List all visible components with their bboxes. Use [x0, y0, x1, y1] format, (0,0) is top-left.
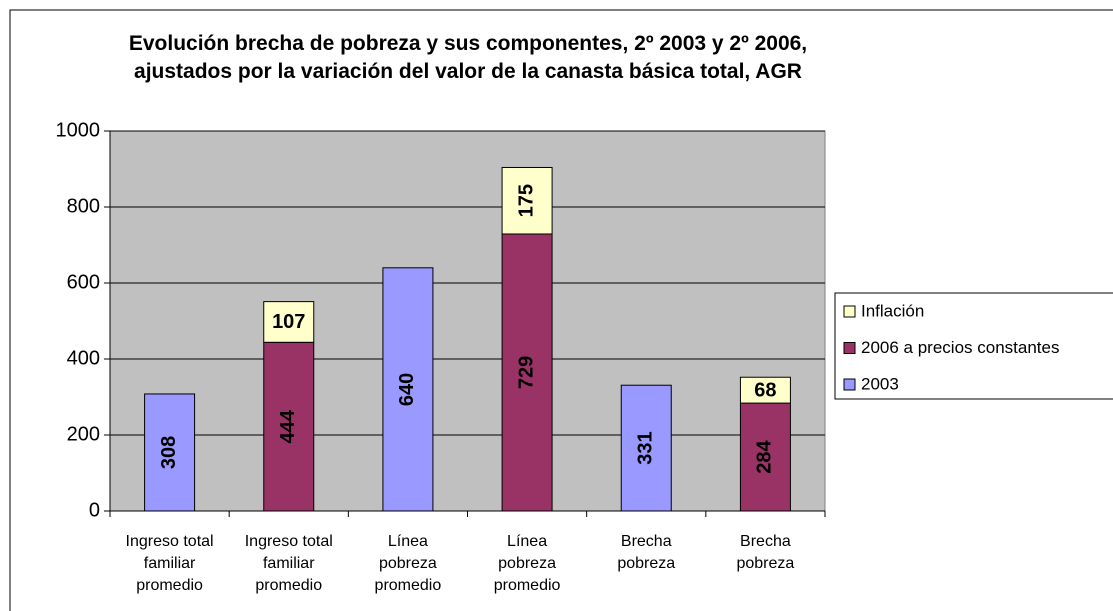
legend-label: 2003 [861, 374, 899, 393]
x-tick-label: Brecha pobreza [617, 533, 676, 572]
x-tick-label: Brecha pobreza [736, 533, 795, 572]
value-label: 444 [277, 409, 299, 443]
bar-segment [263, 301, 315, 343]
x-tick-label: Ingreso total familiar promedio [125, 533, 214, 594]
value-label: 331 [635, 431, 657, 464]
value-label: 308 [158, 436, 180, 469]
y-tick-label: 600 [67, 271, 100, 293]
legend-label: Inflación [861, 301, 924, 320]
value-label: 729 [515, 356, 537, 389]
chart-title: ajustados por la variación del valor de … [134, 60, 802, 83]
x-tick-label: Línea pobreza promedio [493, 533, 561, 594]
bar-segment [739, 376, 791, 404]
x-tick-label: Ingreso total familiar promedio [244, 533, 333, 594]
y-tick-label: 400 [67, 347, 100, 369]
bar-segment [144, 393, 196, 512]
value-label: 68 [754, 379, 776, 401]
y-tick-label: 0 [89, 499, 100, 521]
legend-box [834, 292, 1113, 400]
legend-swatch [843, 342, 856, 354]
bar-segment [620, 384, 672, 512]
value-label: 107 [272, 311, 305, 333]
bar-segment [263, 341, 315, 512]
plot-area [109, 130, 826, 512]
y-tick-label: 1000 [56, 119, 101, 141]
legend-label: 2006 a precios constantes [861, 338, 1059, 357]
legend-swatch [843, 305, 856, 318]
bar-segment [739, 402, 791, 512]
value-label: 284 [754, 439, 776, 473]
value-label: 640 [396, 373, 418, 406]
y-tick-label: 200 [67, 423, 100, 445]
chart-title: Evolución brecha de pobreza y sus compon… [128, 32, 808, 55]
value-label: 175 [515, 184, 537, 217]
bar-segment [501, 166, 553, 235]
y-tick-label: 800 [67, 195, 100, 217]
bar-segment [382, 267, 434, 512]
x-tick-label: Línea pobreza promedio [374, 533, 442, 594]
legend-swatch [843, 378, 856, 391]
